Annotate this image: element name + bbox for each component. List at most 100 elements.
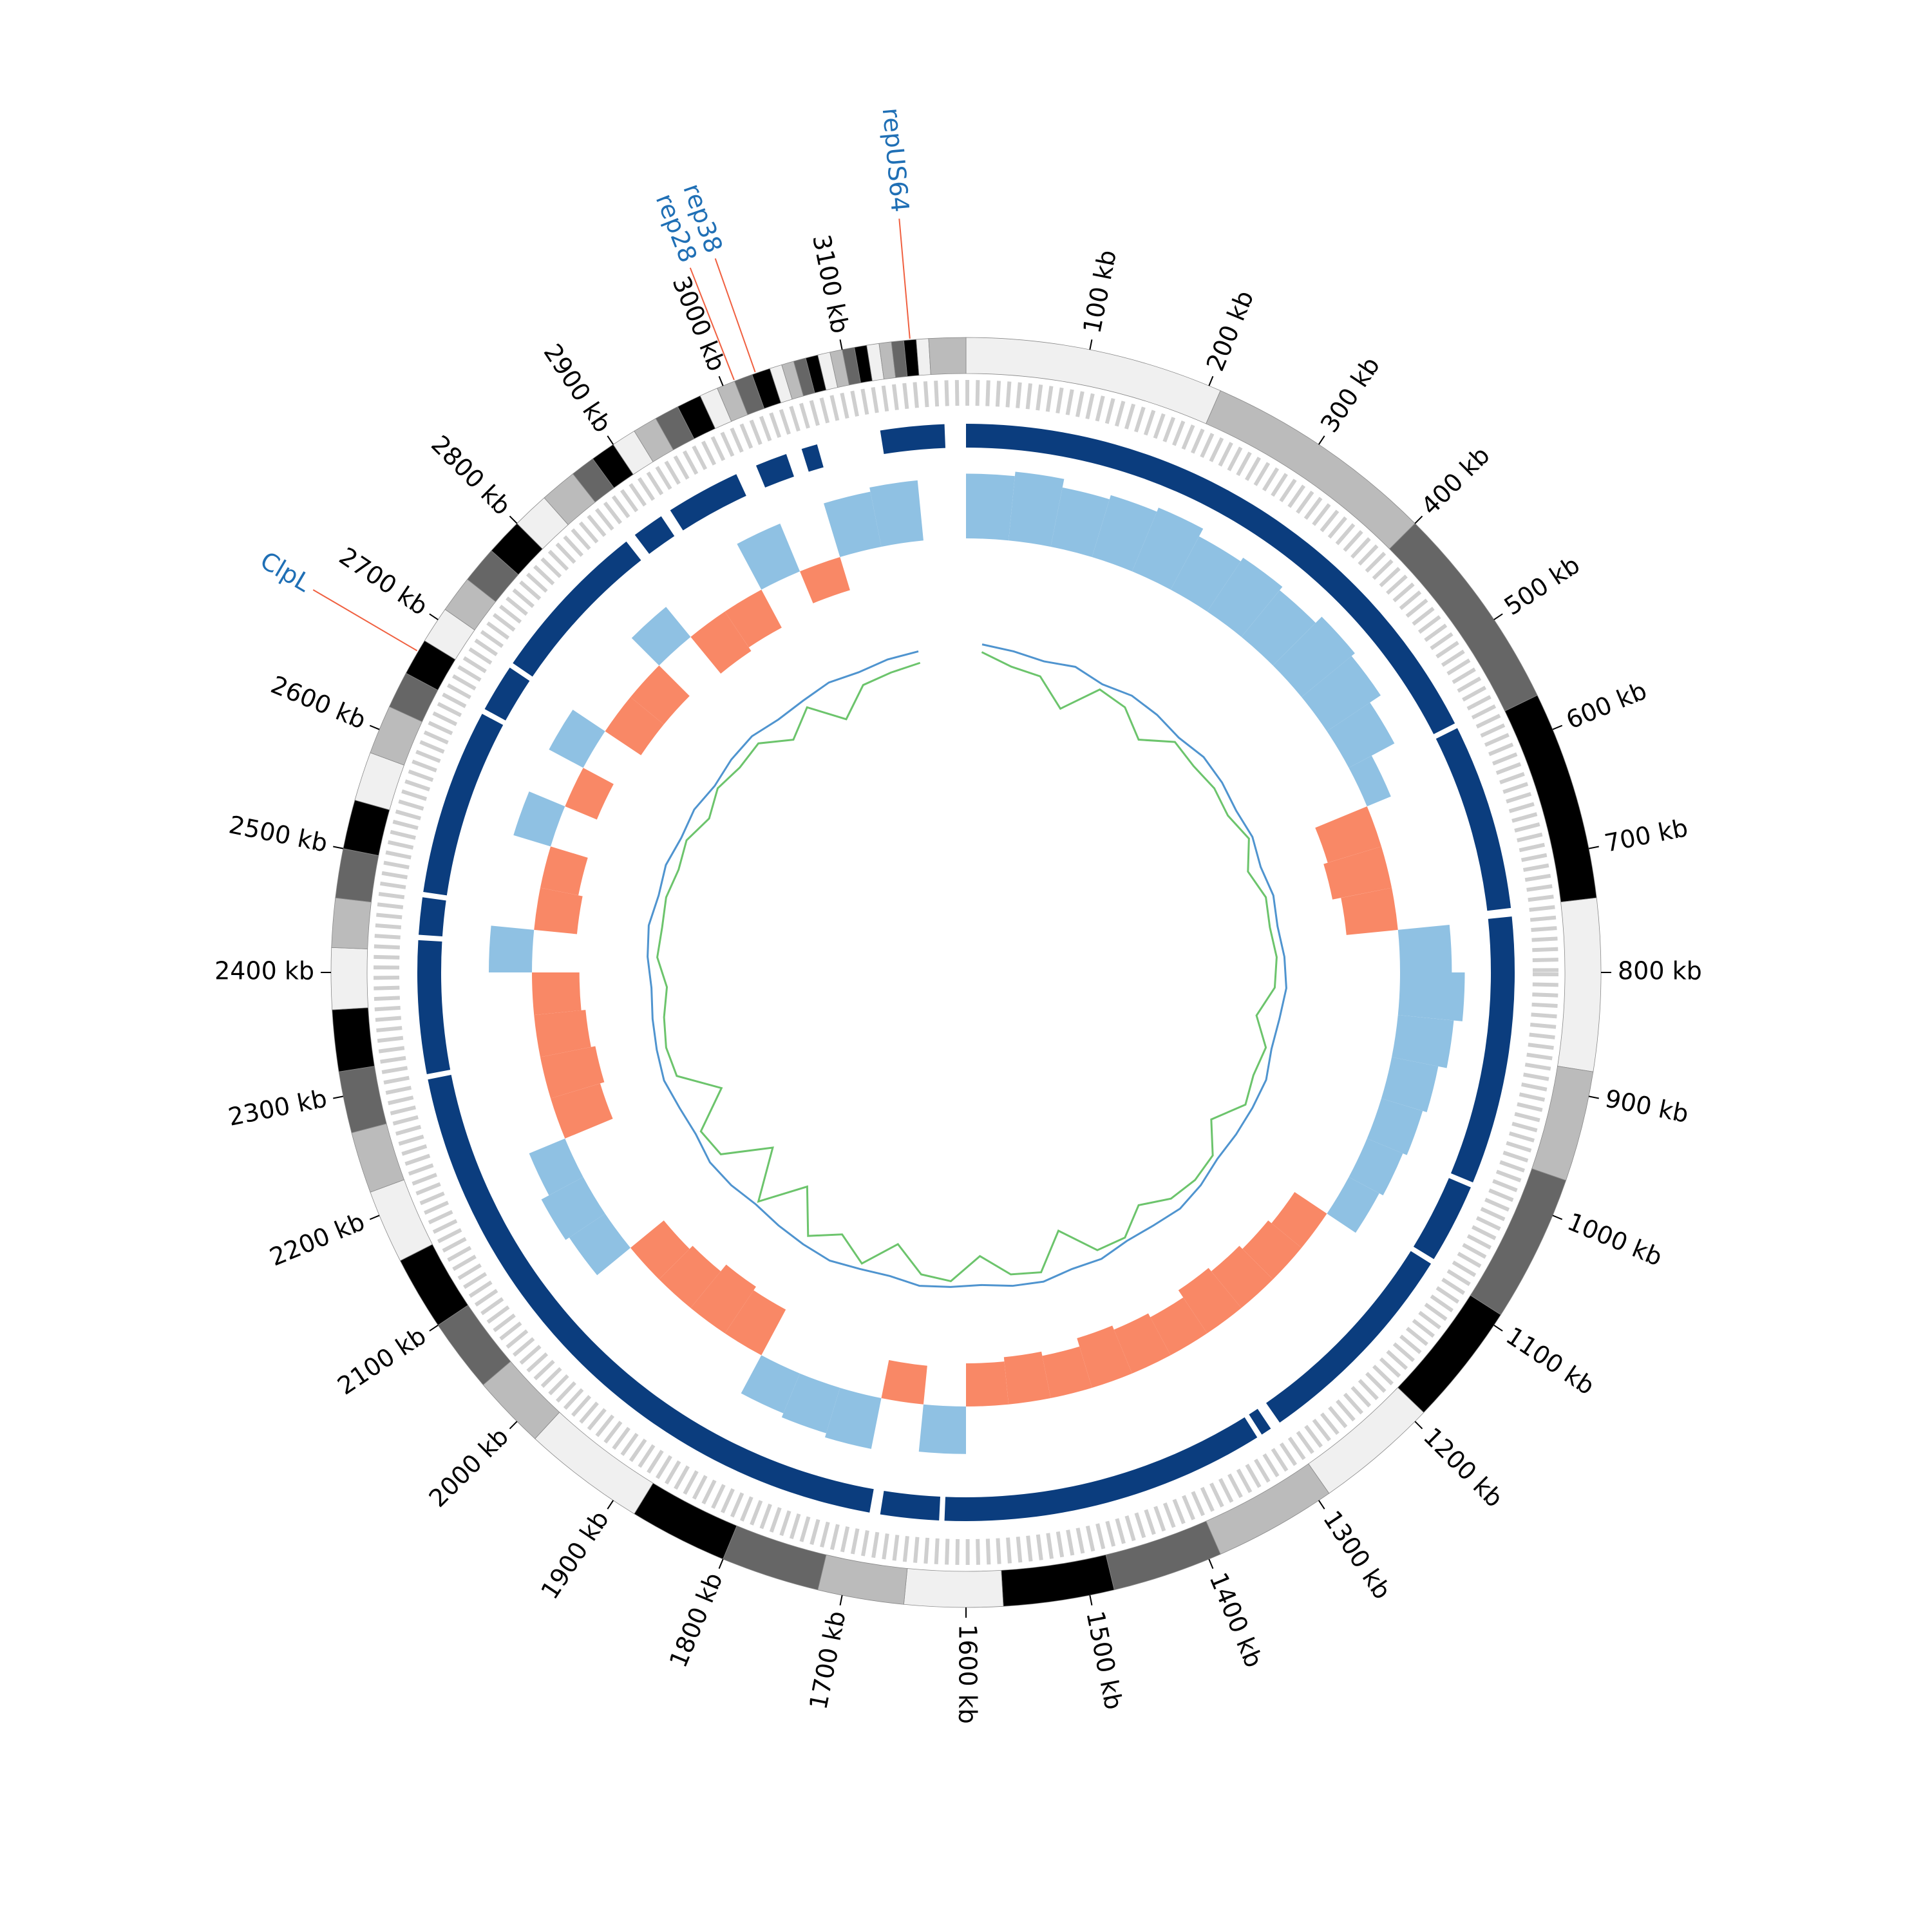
contig <box>513 541 641 677</box>
annotation-line <box>312 589 418 652</box>
ideogram-band <box>903 1568 1004 1608</box>
tick-mark <box>1089 339 1093 350</box>
histogram-bar <box>918 1404 966 1454</box>
histogram-bar <box>781 1373 840 1434</box>
tick-mark <box>607 435 614 445</box>
contig <box>634 516 675 554</box>
histogram-bar <box>1242 1220 1302 1280</box>
tick-mark <box>1318 435 1325 445</box>
histogram-bar <box>532 972 582 1016</box>
histogram-bar <box>659 1245 721 1309</box>
histogram-bar <box>741 1355 800 1414</box>
histogram-bar <box>534 887 583 934</box>
ideogram-band <box>916 338 931 376</box>
tick-mark <box>1414 515 1423 524</box>
tick-mark <box>429 613 439 621</box>
histogram-bar <box>1150 1297 1208 1356</box>
contig <box>966 424 1455 734</box>
histogram-bar <box>724 589 782 648</box>
tick-mark <box>509 515 518 524</box>
histogram-bar <box>966 1361 1009 1406</box>
histogram-bar <box>630 1220 690 1280</box>
tick-mark <box>1493 1324 1503 1332</box>
tick-mark <box>1318 1500 1325 1510</box>
histogram-bar <box>824 491 882 558</box>
histogram-bar <box>1341 887 1398 935</box>
histogram-bar <box>549 710 605 768</box>
tick-mark <box>1208 375 1214 386</box>
contig <box>419 897 446 937</box>
tick-mark <box>1089 1595 1093 1605</box>
histogram-bar <box>724 1290 786 1356</box>
tick-mark <box>718 375 724 386</box>
histogram-bar <box>489 925 535 972</box>
contig <box>1450 916 1515 1183</box>
histogram-bar <box>1392 1015 1454 1068</box>
histogram-bar <box>1397 925 1452 972</box>
contig <box>1413 1178 1471 1260</box>
histogram-bar <box>541 1177 605 1240</box>
contig <box>417 940 451 1075</box>
histogram-bar <box>1327 1177 1379 1233</box>
tick-mark <box>1493 613 1503 621</box>
histogram-bar <box>565 768 614 820</box>
contig <box>484 667 530 721</box>
ideogram-band <box>331 897 372 949</box>
histogram-bar <box>1211 1245 1273 1309</box>
tick-label: 2400 kb <box>214 957 314 985</box>
histogram-bar <box>800 557 850 603</box>
line-series <box>647 643 1287 1288</box>
histogram-bar <box>1271 1191 1327 1248</box>
tick-mark <box>1552 1215 1563 1220</box>
ideogram-band <box>928 337 967 375</box>
histogram-bar <box>869 480 923 547</box>
histogram-bar <box>1042 1346 1092 1399</box>
tick-mark <box>429 1324 439 1332</box>
histogram-bar <box>1170 536 1241 612</box>
contig <box>880 424 946 455</box>
annotation-line <box>714 258 756 373</box>
tick-mark <box>718 1558 724 1569</box>
line-series <box>656 651 1278 1283</box>
histogram-bar <box>881 1359 927 1405</box>
histogram-bar <box>534 1010 591 1057</box>
tick-mark <box>369 1215 380 1220</box>
gene-track-ring <box>374 380 1558 1565</box>
histogram-bar <box>1302 656 1381 732</box>
tick-label: 800 kb <box>1618 957 1702 985</box>
tick-mark <box>1588 1095 1599 1099</box>
histogram-bar <box>1077 1325 1132 1388</box>
contig <box>670 474 746 531</box>
histogram-bar <box>690 611 752 674</box>
histogram-bar <box>1381 1057 1439 1113</box>
histogram-bar <box>540 1046 605 1099</box>
histogram-bar <box>569 1213 630 1276</box>
ideogram-band <box>330 947 369 1010</box>
contig <box>1249 1408 1271 1435</box>
tick-mark <box>509 1421 518 1430</box>
contig <box>801 444 824 472</box>
histogram-bar <box>1273 616 1355 697</box>
contig <box>944 1417 1258 1521</box>
tick-mark <box>1588 846 1599 849</box>
tick-label: 1600 kb <box>954 1624 982 1724</box>
ideogram-band <box>332 1007 375 1072</box>
histogram-bar <box>1207 558 1283 637</box>
tick-mark <box>333 1095 344 1099</box>
histogram-bar <box>1315 806 1381 863</box>
histogram-bar <box>1092 495 1157 572</box>
histogram-bar <box>737 524 800 590</box>
histogram-bar <box>1397 972 1465 1021</box>
tick-mark <box>839 1595 843 1605</box>
histogram-bar <box>1050 487 1110 558</box>
histogram-bar <box>513 791 565 847</box>
tick-mark <box>1552 724 1563 730</box>
tick-mark <box>839 339 843 350</box>
histogram-bar <box>1349 755 1391 807</box>
histogram-bar <box>630 665 690 724</box>
histogram-bar <box>529 1138 583 1196</box>
histogram-bar <box>825 1387 882 1449</box>
histogram-bar <box>1241 590 1316 666</box>
